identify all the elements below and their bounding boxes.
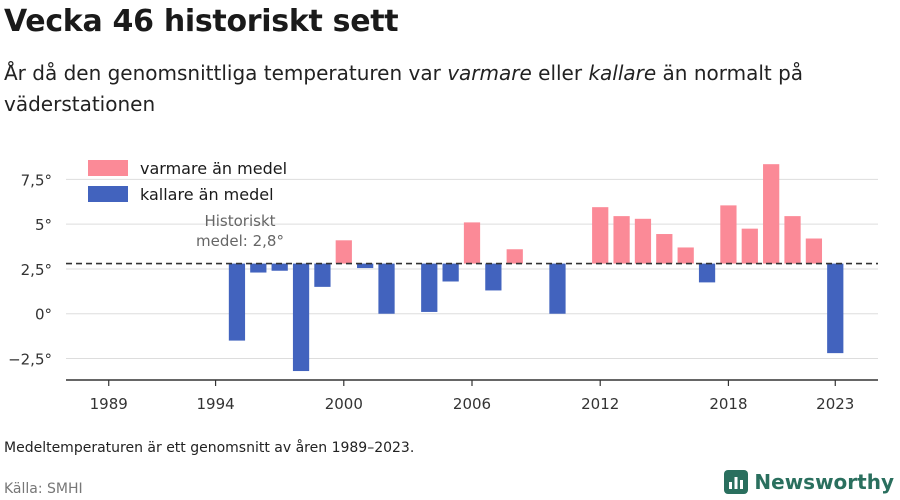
- bar-1996: [250, 263, 267, 273]
- bar-1999: [314, 263, 331, 287]
- x-tick-label: 2012: [581, 395, 619, 413]
- baseline-label-line2: medel: 2,8°: [196, 232, 284, 250]
- footnote: Medeltemperaturen är ett genomsnitt av å…: [4, 440, 415, 456]
- x-axis-ticks: 1989 1994 2000 2006 2012 2018 2023: [90, 380, 854, 413]
- bar-2005: [442, 263, 459, 282]
- y-tick-label: 7,5°: [21, 171, 52, 189]
- y-tick-label: 2,5°: [21, 261, 52, 279]
- bar-2023: [827, 263, 844, 354]
- x-tick-label: 1989: [90, 395, 128, 413]
- bar-2022: [805, 238, 823, 264]
- bar-2010: [549, 263, 566, 314]
- brand-name: Newsworthy: [754, 470, 894, 494]
- bar-2018: [720, 205, 737, 264]
- legend-label-cold: kallare än medel: [140, 185, 274, 204]
- chart-subtitle: År då den genomsnittliga temperaturen va…: [4, 58, 864, 120]
- bar-2000: [335, 240, 352, 264]
- legend-swatch-warm: [88, 160, 128, 176]
- newsworthy-logo: Newsworthy: [724, 470, 894, 494]
- chart-title: Vecka 46 historiskt sett: [4, 4, 399, 39]
- bar-2012: [592, 207, 609, 264]
- y-axis-tick-labels: −2,5° 0° 2,5° 5° 7,5°: [8, 171, 52, 368]
- bar-2013: [613, 216, 630, 264]
- legend-label-warm: varmare än medel: [140, 159, 287, 178]
- bar-2019: [741, 228, 758, 264]
- subtitle-text-after: än normalt på väderstationen: [4, 61, 804, 116]
- source-credit: Källa: SMHI: [4, 481, 83, 497]
- subtitle-text-before: År då den genomsnittliga temperaturen va…: [4, 61, 448, 85]
- bar-2004: [421, 263, 438, 312]
- bar-2017: [698, 263, 716, 283]
- bar-2021: [784, 216, 801, 264]
- legend-swatch-cold: [88, 186, 128, 202]
- bar-2014: [634, 218, 652, 264]
- bar-1995: [228, 263, 246, 341]
- bars: [228, 164, 844, 372]
- bar-2016: [677, 247, 694, 264]
- y-tick-label: 0°: [35, 306, 52, 324]
- bar-1998: [292, 263, 310, 372]
- subtitle-text-middle: eller: [531, 61, 589, 85]
- x-tick-label: 2018: [709, 395, 747, 413]
- subtitle-cold-word: kallare: [588, 61, 657, 85]
- bar-2007: [485, 263, 502, 291]
- subtitle-warm-word: varmare: [447, 61, 532, 85]
- bar-2006: [463, 222, 481, 264]
- x-tick-label: 2006: [453, 395, 491, 413]
- bar-2020: [763, 164, 780, 264]
- gridlines: [66, 178, 878, 360]
- temperature-bar-chart: Historiskt medel: 2,8° −2,5° 0° 2,5° 5° 7,5°…: [8, 159, 878, 413]
- x-tick-label: 1994: [196, 395, 234, 413]
- bar-2015: [656, 234, 673, 264]
- x-tick-label: 2000: [325, 395, 363, 413]
- y-tick-label: −2,5°: [8, 351, 52, 369]
- x-tick-label: 2023: [816, 395, 854, 413]
- baseline-label-line1: Historiskt: [204, 212, 275, 230]
- legend: varmare än medel kallare än medel: [88, 159, 287, 204]
- bar-2002: [378, 263, 395, 314]
- bar-1997: [271, 263, 288, 271]
- bar-chart-logo-icon: [724, 470, 749, 494]
- bar-2008: [506, 249, 523, 264]
- bar-2001: [357, 263, 374, 269]
- y-tick-label: 5°: [35, 216, 52, 234]
